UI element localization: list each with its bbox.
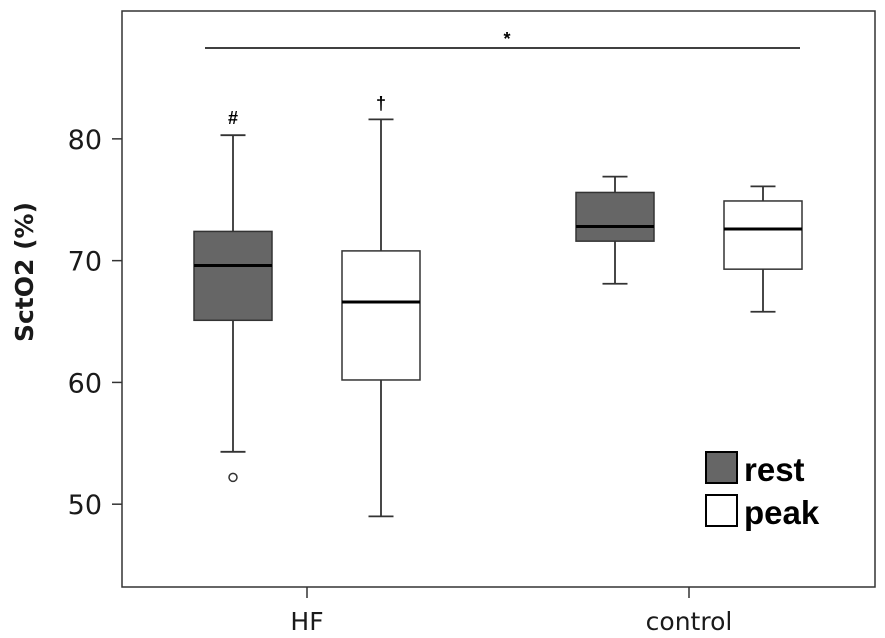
x-axis: HF control [290,587,732,636]
box-plots [193,118,803,518]
box-rest-control-iqr [575,191,655,242]
box-rest-HF-iqr [193,230,273,322]
legend: rest peak [705,451,820,531]
box-peak-control-iqr [723,200,803,270]
box-rest-HF [193,134,273,483]
box-peak-HF [341,118,421,518]
legend-swatch-rest [705,451,738,484]
box-rest-HF-outlier-0 [228,472,238,483]
y-tick-label-80: 80 [68,125,102,156]
x-tick-label-control: control [646,607,733,636]
x-tick-label-HF: HF [290,607,323,636]
box-rest-control [575,175,655,285]
y-tick-label-50: 50 [68,490,102,521]
y-axis-label: SctO2 (%) [10,202,39,342]
y-axis: 50 60 70 80 [68,125,122,521]
box-peak-control [723,185,803,313]
box-peak-HF-iqr [341,250,421,381]
y-tick-label-70: 70 [68,247,102,278]
hf-rest-mark: # [228,108,238,128]
y-tick-label-60: 60 [68,368,102,399]
legend-label-peak: peak [744,494,820,531]
legend-swatch-peak [705,494,738,527]
legend-label-rest: rest [744,451,805,488]
plot-frame [121,10,876,588]
annotations: * # † [205,29,800,128]
hf-peak-mark: † [376,93,386,113]
significance-star: * [503,29,510,49]
